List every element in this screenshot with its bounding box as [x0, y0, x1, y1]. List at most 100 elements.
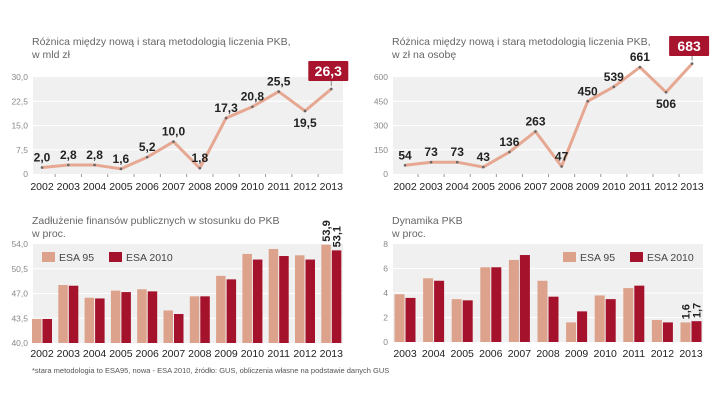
x-tick-label: 2004	[446, 181, 470, 193]
chart-title: Różnica między nową i starą metodologią …	[392, 36, 651, 48]
x-tick-label: 2013	[320, 181, 344, 193]
bar-esa2010	[147, 291, 158, 343]
x-tick-label: 2006	[136, 181, 160, 193]
legend-swatch	[42, 252, 55, 262]
x-tick-label: 2008	[550, 181, 574, 193]
bar-esa2010	[68, 285, 79, 343]
data-point	[277, 90, 281, 93]
x-tick-label: 2012	[293, 348, 317, 360]
chart-1: Różnica między nową i starą metodologią …	[11, 36, 349, 193]
series-line	[404, 62, 694, 169]
data-point	[145, 155, 149, 159]
x-tick-label: 2003	[419, 181, 443, 193]
bar-esa95	[163, 310, 173, 343]
data-label: 10,0	[162, 125, 186, 139]
x-tick-label: 2005	[451, 348, 475, 360]
bar-esa95	[32, 318, 42, 343]
bar-esa95	[137, 289, 147, 343]
bar-esa2010	[577, 311, 588, 342]
data-label-highlight: 683	[677, 38, 701, 54]
x-tick-label: 2012	[651, 348, 675, 360]
y-tick-label: 8	[383, 239, 388, 249]
data-point	[172, 140, 175, 143]
data-point	[690, 62, 694, 65]
bar-esa95	[394, 294, 405, 342]
data-label: 73	[424, 145, 438, 159]
x-tick-label: 2004	[422, 348, 446, 360]
x-tick-label: 2013	[679, 348, 703, 360]
x-tick-label: 2009	[565, 348, 589, 360]
y-tick-label: 2	[383, 313, 388, 323]
data-label: 263	[525, 114, 545, 128]
data-point	[508, 150, 511, 154]
data-point	[455, 160, 459, 164]
bar-esa95	[216, 275, 226, 343]
bar-esa2010	[491, 267, 502, 342]
x-tick-label: 2007	[162, 181, 186, 193]
bar-esa2010	[95, 298, 105, 343]
data-point	[224, 116, 228, 120]
bar-esa95	[242, 253, 252, 343]
data-label: 2,8	[86, 148, 103, 162]
data-point	[560, 165, 563, 168]
x-tick-label: 2005	[109, 348, 133, 360]
bar-esa2010	[405, 297, 416, 342]
data-label: 20,8	[241, 90, 265, 104]
bar-esa2010	[605, 299, 616, 342]
bar-esa95	[268, 248, 279, 343]
bar-esa95	[508, 259, 519, 342]
x-tick-label: 2006	[479, 348, 503, 360]
bar-esa95	[58, 285, 68, 343]
bar-esa95	[295, 255, 305, 343]
x-tick-label: 2010	[241, 181, 265, 193]
y-tick-label: 0	[383, 169, 388, 179]
data-point	[403, 163, 407, 167]
bar-esa95	[537, 280, 548, 342]
data-label: 25,5	[267, 75, 291, 89]
legend-label: ESA 95	[59, 252, 94, 264]
y-tick-label: 600	[374, 72, 388, 82]
legend-label: ESA 2010	[126, 252, 173, 264]
bar-esa95	[651, 319, 662, 342]
x-tick-label: 2002	[30, 348, 54, 360]
x-tick-label: 2008	[188, 181, 212, 193]
footnote: *stara metodologia to ESA95, nowa - ESA …	[32, 366, 389, 375]
bar-esa95	[321, 244, 331, 343]
bar-esa95	[623, 288, 634, 342]
data-label: 1,6	[681, 304, 693, 319]
x-tick-label: 2009	[214, 181, 238, 193]
data-point	[638, 65, 642, 69]
x-tick-label: 2012	[654, 181, 678, 193]
x-tick-label: 2008	[188, 348, 212, 360]
bar-esa95	[84, 297, 95, 343]
bar-esa2010	[331, 250, 342, 343]
chart-3: Zadłużenie finansów publicznych w stosun…	[11, 215, 343, 360]
data-label: 661	[630, 50, 650, 64]
x-tick-label: 2010	[241, 348, 265, 360]
x-tick-label: 2003	[57, 348, 81, 360]
data-point	[330, 87, 333, 91]
data-label: 43	[477, 150, 491, 164]
data-label: 54	[398, 148, 412, 162]
chart-subtitle: w proc.	[31, 228, 66, 240]
y-tick-label: 6	[383, 264, 388, 274]
data-point	[586, 99, 589, 103]
bar-esa2010	[279, 256, 289, 343]
bar-esa2010	[519, 255, 530, 342]
y-tick-label: 150	[374, 145, 388, 155]
data-label: 53,1	[332, 226, 344, 247]
chart-title: Dynamika PKB	[392, 215, 463, 227]
data-point	[93, 163, 96, 167]
data-label: 1,8	[191, 151, 208, 165]
x-tick-label: 2011	[623, 348, 646, 360]
data-point	[534, 130, 537, 133]
x-tick-label: 2007	[162, 348, 186, 360]
data-point	[67, 163, 70, 167]
data-point	[40, 166, 44, 169]
chart-subtitle: w proc.	[391, 228, 426, 240]
x-tick-label: 2007	[508, 348, 532, 360]
bar-esa2010	[691, 321, 702, 342]
bar-esa2010	[42, 318, 52, 343]
